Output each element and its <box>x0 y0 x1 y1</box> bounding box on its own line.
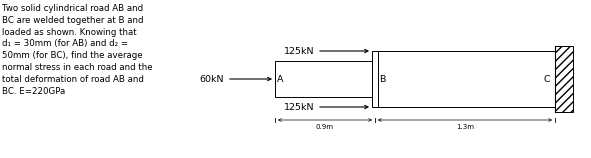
Text: B: B <box>379 75 385 83</box>
Text: A: A <box>277 75 284 83</box>
Text: 0.9m: 0.9m <box>316 124 334 130</box>
Bar <box>372 51 378 107</box>
Bar <box>555 46 573 112</box>
Bar <box>275 61 375 97</box>
Text: Two solid cylindrical road AB and
BC are welded together at B and
loaded as show: Two solid cylindrical road AB and BC are… <box>2 4 152 96</box>
Text: 125kN: 125kN <box>284 46 314 55</box>
Text: 125kN: 125kN <box>284 103 314 112</box>
Text: 1.3m: 1.3m <box>456 124 474 130</box>
Text: 60kN: 60kN <box>200 75 224 83</box>
Text: C: C <box>543 75 550 83</box>
Bar <box>375 51 555 107</box>
